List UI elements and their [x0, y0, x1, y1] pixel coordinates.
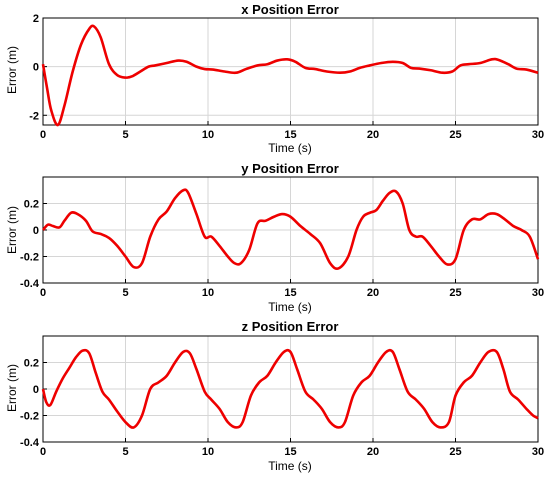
y-tick-label: -0.2 — [20, 252, 39, 264]
x-tick-label: 25 — [449, 446, 461, 458]
chart-title: y Position Error — [241, 161, 339, 176]
axis-ticks: 0 5 10 15 20 25 30-202 — [29, 13, 544, 141]
x-tick-label: 30 — [532, 129, 544, 141]
y-tick-label: 0 — [33, 62, 39, 74]
x-tick-label: 25 — [449, 129, 461, 141]
x-tick-label: 20 — [367, 446, 379, 458]
y-tick-label: 2 — [33, 13, 39, 25]
x-tick-label: 20 — [367, 129, 379, 141]
y-tick-label: 0.2 — [24, 199, 39, 211]
x-axis-label: Time (s) — [268, 459, 312, 473]
y-tick-label: 0 — [33, 225, 39, 237]
series-line — [41, 348, 539, 429]
x-tick-label: 10 — [202, 446, 214, 458]
y-tick-label: -0.2 — [20, 411, 39, 423]
data-series — [42, 188, 540, 270]
y-axis-label: Error (m) — [5, 46, 19, 94]
x-tick-label: 30 — [532, 287, 544, 299]
y-tick-label: -2 — [29, 110, 39, 122]
x-tick-label: 10 — [202, 287, 214, 299]
series-line — [41, 24, 539, 127]
x-tick-label: 5 — [122, 287, 128, 299]
data-series — [41, 348, 539, 429]
subplot-x: x Position Error 0 5 10 15 20 25 30-202 Time (… — [5, 2, 544, 155]
grid — [42, 17, 539, 125]
x-tick-label: 0 — [40, 287, 46, 299]
x-tick-label: 5 — [122, 446, 128, 458]
y-tick-label: -0.4 — [20, 278, 40, 290]
chart-title: z Position Error — [242, 319, 339, 334]
x-tick-label: 30 — [532, 446, 544, 458]
axis-ticks: 0 5 10 15 20 25 30 -0.4 -0.2 0 0.2 — [20, 199, 544, 300]
x-tick-label: 15 — [284, 446, 296, 458]
y-axis-label: Error (m) — [5, 364, 19, 412]
x-axis-label: Time (s) — [268, 300, 312, 314]
x-tick-label: 20 — [367, 287, 379, 299]
y-tick-label: 0.2 — [24, 358, 39, 370]
y-tick-label: 0 — [33, 384, 39, 396]
x-tick-label: 10 — [202, 129, 214, 141]
x-tick-label: 0 — [40, 446, 46, 458]
x-tick-label: 25 — [449, 287, 461, 299]
series-line — [42, 188, 540, 270]
data-series — [41, 24, 539, 127]
y-tick-label: -0.4 — [20, 437, 40, 449]
x-tick-label: 5 — [122, 129, 128, 141]
y-axis-label: Error (m) — [5, 206, 19, 254]
axis-ticks: 0 5 10 15 20 25 30 -0.4 -0.2 0 0.2 — [20, 358, 544, 459]
x-axis-label: Time (s) — [268, 141, 312, 155]
x-tick-label: 15 — [284, 287, 296, 299]
x-tick-label: 0 — [40, 129, 46, 141]
chart-title: x Position Error — [241, 2, 339, 17]
subplot-z: z Position Error 0 5 10 15 20 25 30 -0.4 -0.2 0 0.… — [5, 319, 544, 473]
x-tick-label: 15 — [284, 129, 296, 141]
subplot-y: y Position Error 0 5 10 15 20 25 30 -0.4 -0.2 0 0.… — [5, 161, 544, 314]
